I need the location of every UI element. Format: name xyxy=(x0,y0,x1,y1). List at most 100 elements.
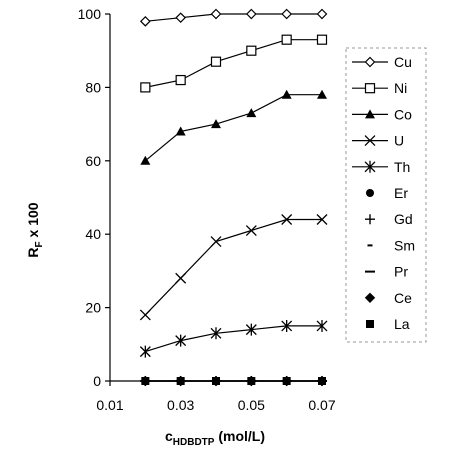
data-point xyxy=(364,56,376,68)
data-point xyxy=(140,155,151,165)
series-la xyxy=(141,377,326,385)
y-axis-title-main: R xyxy=(25,247,41,257)
legend-item-u: U xyxy=(352,133,404,149)
series-line-co xyxy=(144,94,322,162)
y-tick-label: 60 xyxy=(85,153,101,169)
data-point xyxy=(282,377,291,385)
data-point xyxy=(365,214,375,225)
data-point xyxy=(365,109,375,119)
data-point xyxy=(246,108,257,118)
series-line-cu xyxy=(145,13,322,22)
legend-label: La xyxy=(394,316,410,332)
data-point xyxy=(316,214,328,225)
legend-item-er: Er xyxy=(366,185,408,201)
legend-label: Co xyxy=(394,106,412,122)
series-line-u xyxy=(144,218,322,316)
legend-label: Th xyxy=(394,159,410,175)
legend-item-th: Th xyxy=(352,159,410,175)
x-tick-label: 0.03 xyxy=(167,397,194,413)
legend-item-ce: Ce xyxy=(364,290,412,306)
y-tick-label: 0 xyxy=(93,373,101,389)
data-point xyxy=(175,272,187,284)
x-axis-title-rest: (mol/L) xyxy=(214,428,265,444)
legend-label: Er xyxy=(394,185,408,201)
data-point xyxy=(210,236,222,247)
data-point xyxy=(316,8,328,20)
data-point xyxy=(175,12,187,24)
series-th xyxy=(139,319,328,358)
legend-label: U xyxy=(394,133,404,149)
data-point xyxy=(245,225,257,236)
x-tick-label: 0.07 xyxy=(308,397,335,413)
y-axis-title-sub: F xyxy=(34,241,45,247)
data-point xyxy=(175,334,187,347)
y-axis-title: RF x 100 xyxy=(25,202,45,257)
legend-label: Sm xyxy=(394,237,415,253)
data-point xyxy=(139,309,151,321)
legend-label: Cu xyxy=(394,54,412,70)
legend-label: Ni xyxy=(394,80,407,96)
y-tick-label: 100 xyxy=(78,6,102,22)
data-point xyxy=(281,8,293,20)
data-point xyxy=(281,319,293,332)
data-point xyxy=(139,345,151,358)
data-point xyxy=(175,126,186,136)
data-point xyxy=(316,319,328,332)
data-point xyxy=(247,377,256,385)
data-point xyxy=(139,15,151,27)
data-point xyxy=(210,327,222,340)
data-point xyxy=(366,320,374,328)
data-point xyxy=(364,292,376,304)
data-point xyxy=(211,119,221,129)
legend-item-ni: Ni xyxy=(352,80,407,96)
x-tick-label: 0.05 xyxy=(238,397,265,413)
y-tick-label: 40 xyxy=(85,226,101,242)
y-tick-label: 20 xyxy=(85,300,101,316)
legend-box xyxy=(345,47,427,343)
series-line-th xyxy=(145,325,322,353)
legend: Cu Ni Co U Th Er Gd Sm Pr Ce La xyxy=(345,47,427,343)
legend-label: Ce xyxy=(394,290,412,306)
legend-label: Pr xyxy=(394,264,408,280)
series-ni xyxy=(140,34,328,93)
data-point xyxy=(364,160,376,173)
legend-item-gd: Gd xyxy=(365,211,413,227)
data-point xyxy=(245,8,257,20)
data-point xyxy=(366,189,374,197)
x-tick-label: 0.01 xyxy=(96,397,123,413)
data-point xyxy=(176,377,185,385)
data-point xyxy=(364,135,376,147)
y-tick-label: 80 xyxy=(85,79,101,95)
data-point xyxy=(210,56,222,67)
data-point xyxy=(364,83,376,94)
data-point xyxy=(316,34,328,45)
x-axis-title-main: c xyxy=(165,428,173,444)
data-point xyxy=(141,377,150,385)
data-point xyxy=(245,323,257,336)
series-u xyxy=(139,214,328,321)
legend-item-la: La xyxy=(366,316,410,332)
data-point xyxy=(212,377,220,385)
series-cu xyxy=(139,8,328,27)
series-group xyxy=(139,8,328,387)
x-axis-title: cHDBDTP (mol/L) xyxy=(165,428,265,448)
data-point xyxy=(281,34,292,45)
data-point xyxy=(210,8,222,20)
data-point xyxy=(246,45,257,56)
data-point xyxy=(175,74,186,86)
data-point xyxy=(318,377,326,385)
x-axis-title-sub: HDBDTP xyxy=(173,437,215,448)
series-co xyxy=(140,89,327,165)
legend-item-sm: Sm xyxy=(367,237,415,253)
legend-label: Gd xyxy=(394,211,413,227)
y-axis-title-rest: x 100 xyxy=(25,202,41,241)
data-point xyxy=(140,82,151,93)
data-point xyxy=(281,214,293,225)
legend-item-cu: Cu xyxy=(352,54,412,70)
legend-item-co: Co xyxy=(352,106,412,122)
data-point xyxy=(281,89,292,99)
legend-item-pr: Pr xyxy=(365,264,408,280)
series-line-ni xyxy=(145,39,322,88)
data-point xyxy=(317,89,327,99)
